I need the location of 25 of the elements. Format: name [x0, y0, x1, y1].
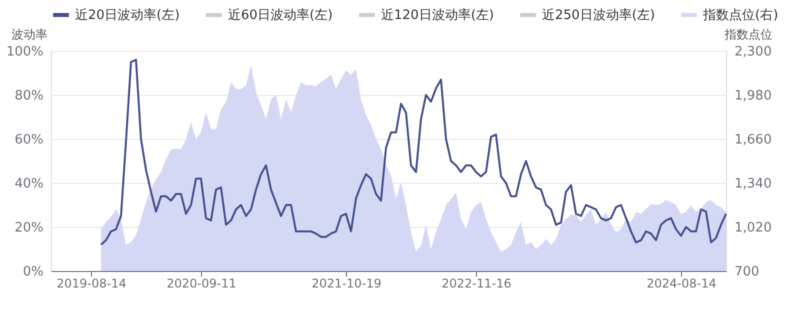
y-tick-label: 100% — [6, 44, 44, 60]
x-tick-label: 2020-09-11 — [166, 276, 236, 290]
legend-label: 近60日波动率(左) — [228, 7, 333, 23]
y-tick-label: 40% — [14, 176, 44, 192]
x-tick-label: 2022-11-16 — [442, 276, 512, 290]
y-tick-label: 0% — [22, 264, 44, 280]
y-tick-label: 80% — [14, 88, 44, 104]
x-tick-label: 2021-10-19 — [312, 276, 382, 290]
legend-label: 近120日波动率(左) — [381, 7, 494, 23]
legend-label: 近250日波动率(左) — [542, 7, 655, 23]
y2-tick-label: 1,020 — [734, 220, 772, 236]
y-tick-label: 20% — [14, 220, 44, 236]
y-axis-title: 波动率 — [12, 28, 48, 42]
legend-label: 近20日波动率(左) — [75, 7, 180, 23]
x-tick-label: 2024-08-14 — [646, 276, 716, 290]
y-tick-label: 60% — [14, 132, 44, 148]
y2-tick-label: 1,980 — [734, 88, 772, 104]
y2-tick-label: 700 — [734, 264, 760, 280]
y2-tick-label: 1,660 — [734, 132, 772, 148]
y2-tick-label: 2,300 — [734, 44, 772, 60]
legend-label: 指数点位(右) — [702, 8, 778, 23]
y2-tick-label: 1,340 — [734, 176, 772, 192]
y2-axis-title: 指数点位 — [724, 28, 772, 42]
line-series — [100, 58, 727, 246]
x-tick-label: 2019-08-14 — [56, 276, 126, 290]
